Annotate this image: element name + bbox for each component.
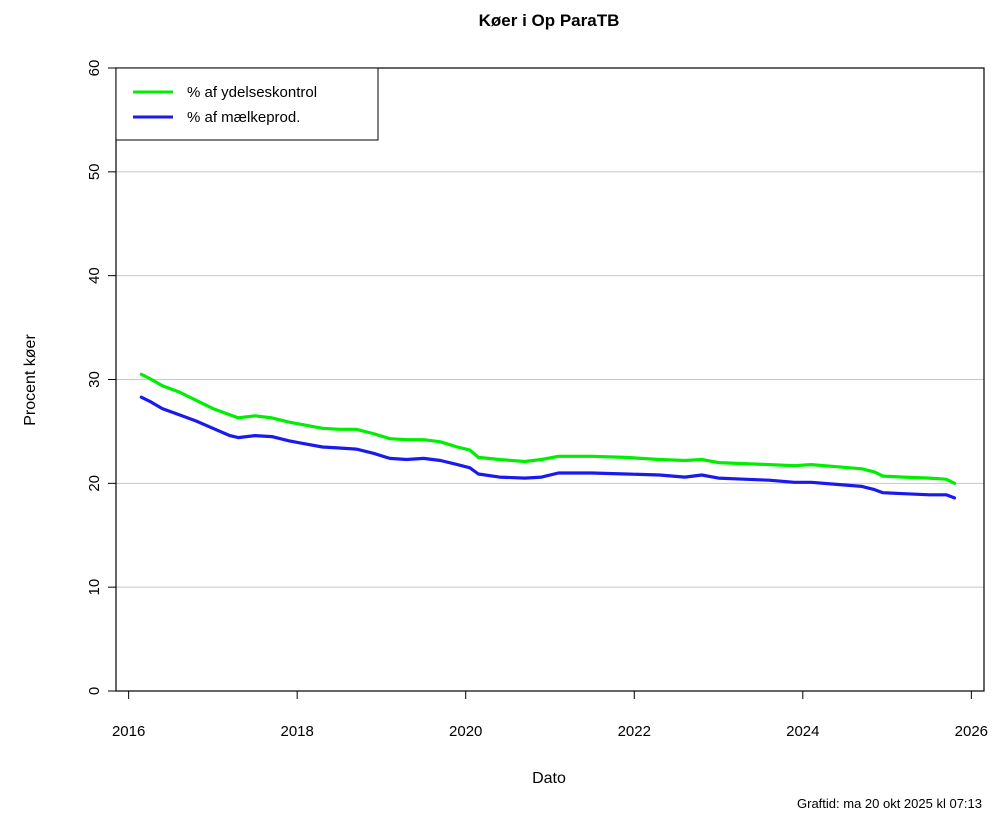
y-axis-title: Procent køer	[22, 334, 39, 426]
legend-label-maelkeprod: % af mælkeprod.	[187, 109, 300, 126]
x-axis-title: Dato	[532, 770, 566, 787]
x-tick-label-2018: 2018	[280, 723, 313, 740]
x-axis: 2016 2018 2020 2022 2024 2026	[112, 690, 988, 740]
y-tick-label-50: 50	[86, 163, 103, 180]
series-layer	[139, 372, 957, 500]
y-tick-label-10: 10	[86, 579, 103, 596]
x-tick-label-2024: 2024	[786, 723, 819, 740]
chart-title: Køer i Op ParaTB	[479, 11, 620, 30]
x-tick-label-2022: 2022	[618, 723, 651, 740]
y-axis: 0 10 20 30 40 50 60	[86, 60, 116, 695]
grid-lines	[116, 67, 984, 692]
graph-timestamp: Graftid: ma 20 okt 2025 kl 07:13	[797, 796, 982, 811]
series-line-ydelseskontrol	[139, 372, 957, 485]
x-tick-label-2020: 2020	[449, 723, 482, 740]
y-tick-label-60: 60	[86, 60, 103, 77]
x-tick-label-2016: 2016	[112, 723, 145, 740]
y-tick-label-0: 0	[86, 687, 103, 695]
y-tick-label-40: 40	[86, 267, 103, 284]
y-tick-label-20: 20	[86, 475, 103, 492]
legend: % af ydelseskontrol % af mælkeprod.	[115, 67, 379, 141]
legend-label-ydelseskontrol: % af ydelseskontrol	[187, 84, 317, 101]
legend-box	[115, 67, 379, 141]
x-tick-label-2026: 2026	[955, 723, 988, 740]
series-line-maelkeprod	[139, 395, 957, 500]
y-tick-label-30: 30	[86, 371, 103, 388]
